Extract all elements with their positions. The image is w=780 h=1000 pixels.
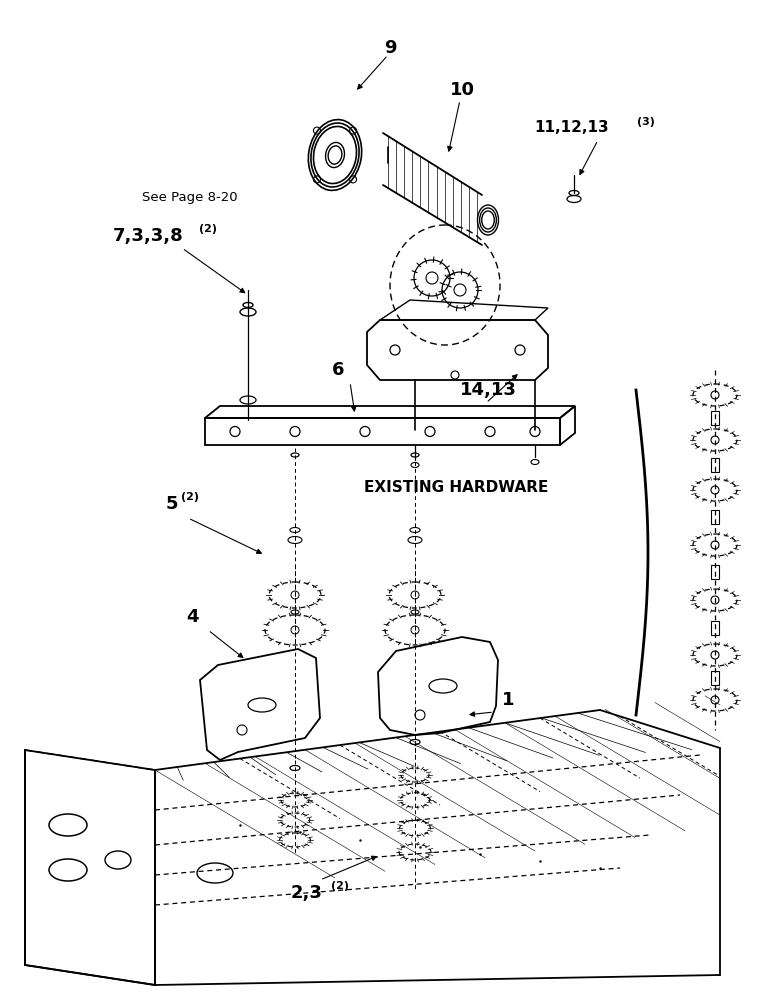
Text: 5: 5 — [165, 495, 179, 513]
Bar — [711, 411, 719, 425]
Text: 4: 4 — [186, 608, 198, 626]
Bar — [711, 510, 719, 524]
Text: 2,3: 2,3 — [291, 884, 323, 902]
Text: 7,3,3,8: 7,3,3,8 — [112, 227, 183, 245]
Bar — [711, 621, 719, 635]
Text: (3): (3) — [637, 117, 655, 127]
Text: (2): (2) — [181, 492, 199, 502]
Text: 9: 9 — [384, 39, 396, 57]
Text: (2): (2) — [199, 224, 217, 234]
Text: 11,12,13: 11,12,13 — [534, 120, 609, 135]
Text: 1: 1 — [502, 691, 514, 709]
Bar — [711, 671, 719, 685]
Ellipse shape — [291, 610, 299, 614]
Text: EXISTING HARDWARE: EXISTING HARDWARE — [363, 481, 548, 495]
Text: 14,13: 14,13 — [459, 381, 516, 399]
Text: 10: 10 — [449, 81, 474, 99]
Text: See Page 8-20: See Page 8-20 — [142, 190, 238, 204]
Bar — [711, 565, 719, 579]
Ellipse shape — [411, 610, 419, 614]
Text: (2): (2) — [331, 881, 349, 891]
Text: 6: 6 — [332, 361, 344, 379]
Bar — [711, 458, 719, 472]
